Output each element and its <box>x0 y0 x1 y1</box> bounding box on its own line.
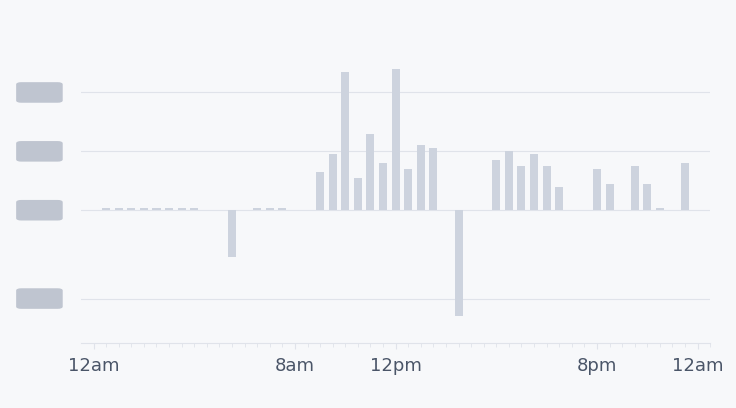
FancyBboxPatch shape <box>16 200 63 220</box>
Bar <box>656 208 664 210</box>
Bar <box>404 169 412 210</box>
Bar <box>152 208 160 210</box>
Bar <box>505 151 513 210</box>
Bar <box>190 208 198 210</box>
Bar <box>115 208 123 210</box>
Bar <box>329 154 336 210</box>
FancyBboxPatch shape <box>16 82 63 103</box>
Bar <box>177 208 185 210</box>
Bar <box>253 208 261 210</box>
Bar <box>429 149 437 210</box>
Bar <box>606 184 614 210</box>
Bar <box>266 208 274 210</box>
Bar <box>354 178 362 210</box>
Bar <box>681 163 689 210</box>
Bar <box>492 160 500 210</box>
Bar <box>127 208 135 210</box>
Bar <box>517 166 526 210</box>
Bar <box>165 208 173 210</box>
Bar <box>555 187 563 210</box>
Bar <box>631 166 639 210</box>
Bar <box>278 208 286 210</box>
FancyBboxPatch shape <box>16 141 63 162</box>
Bar <box>316 172 324 210</box>
Bar <box>643 184 651 210</box>
Bar <box>140 208 148 210</box>
Bar <box>530 154 538 210</box>
Bar <box>542 166 551 210</box>
Bar <box>392 69 400 210</box>
FancyBboxPatch shape <box>16 288 63 309</box>
Bar <box>102 208 110 210</box>
Bar <box>417 145 425 210</box>
Bar <box>228 210 236 257</box>
Bar <box>367 134 375 210</box>
Bar <box>593 169 601 210</box>
Bar <box>455 210 462 316</box>
Bar <box>379 163 387 210</box>
Bar <box>342 72 350 210</box>
